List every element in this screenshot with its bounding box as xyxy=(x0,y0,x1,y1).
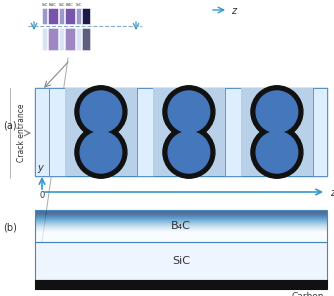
Text: z: z xyxy=(330,188,334,198)
Circle shape xyxy=(168,91,210,133)
Bar xyxy=(153,88,225,176)
Circle shape xyxy=(75,86,127,138)
Bar xyxy=(137,88,153,176)
Circle shape xyxy=(256,91,298,133)
Circle shape xyxy=(163,126,215,178)
Circle shape xyxy=(80,131,122,173)
Bar xyxy=(35,88,327,176)
Circle shape xyxy=(251,86,303,138)
Text: Crack entrance: Crack entrance xyxy=(17,104,26,162)
Bar xyxy=(65,88,137,176)
Bar xyxy=(225,88,241,176)
Bar xyxy=(313,88,327,176)
Text: SiC: SiC xyxy=(172,256,190,266)
Bar xyxy=(76,28,81,50)
Bar xyxy=(48,8,58,24)
Bar xyxy=(35,210,327,242)
Circle shape xyxy=(256,131,298,173)
Text: (b): (b) xyxy=(3,223,17,233)
Circle shape xyxy=(80,91,122,133)
Circle shape xyxy=(251,126,303,178)
Bar xyxy=(49,88,65,176)
Bar xyxy=(35,88,49,176)
Bar xyxy=(65,28,75,50)
Text: B₄C: B₄C xyxy=(171,221,191,231)
Bar xyxy=(35,280,327,289)
Bar xyxy=(82,8,90,24)
Bar xyxy=(42,8,47,24)
Circle shape xyxy=(163,86,215,138)
Bar xyxy=(241,88,313,176)
Text: y: y xyxy=(37,163,43,173)
Text: B4C: B4C xyxy=(49,4,57,7)
Text: (a): (a) xyxy=(3,121,17,131)
Text: z: z xyxy=(231,6,236,16)
Text: SiC: SiC xyxy=(41,4,48,7)
Bar xyxy=(82,28,90,50)
Bar xyxy=(59,28,64,50)
Text: B4C: B4C xyxy=(66,4,74,7)
Text: SiC: SiC xyxy=(75,4,82,7)
Circle shape xyxy=(75,126,127,178)
Bar xyxy=(35,242,327,280)
Bar xyxy=(48,28,58,50)
Text: SiC: SiC xyxy=(58,4,65,7)
Text: 0: 0 xyxy=(39,191,44,200)
Bar xyxy=(59,8,64,24)
Bar xyxy=(76,8,81,24)
Circle shape xyxy=(168,131,210,173)
Bar xyxy=(65,8,75,24)
Text: Carbon: Carbon xyxy=(292,292,324,296)
Bar xyxy=(42,28,47,50)
